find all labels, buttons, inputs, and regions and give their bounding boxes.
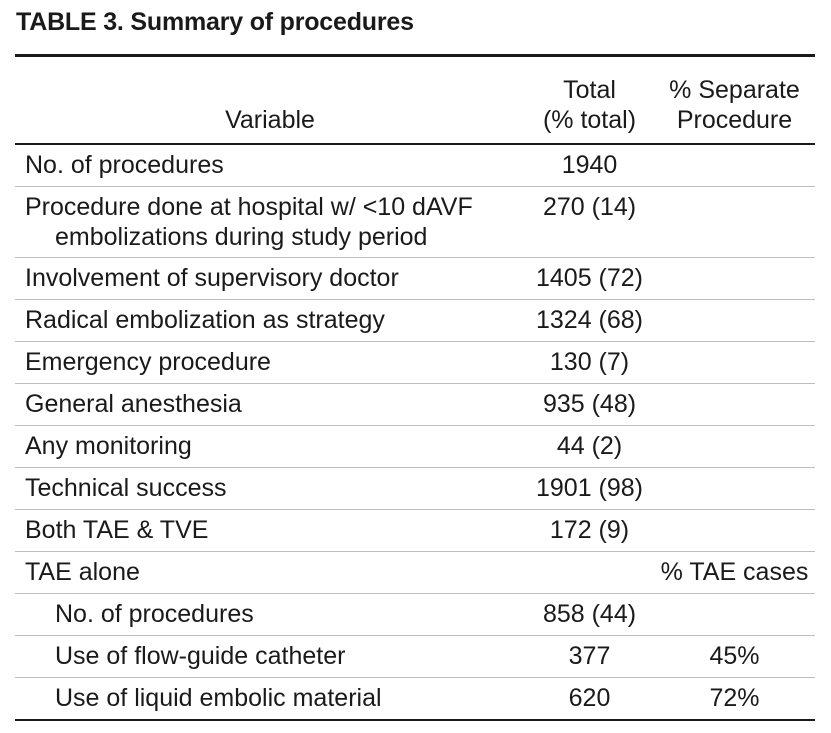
row-variable: Use of flow-guide catheter [15,635,525,678]
row-total: 270 (14) [525,186,654,258]
row-total: 935 (48) [525,383,654,426]
row-separate: 72% [654,677,815,721]
header-total-line2: (% total) [542,106,637,134]
header-total-line1: Total [563,76,616,104]
row-variable: Radical embolization as strategy [15,299,525,342]
row-variable: No. of procedures [15,144,525,187]
table-row: No. of procedures 1940 [15,144,815,187]
row-separate: 45% [654,635,815,678]
header-variable: Variable [15,54,525,145]
table-header-row: Variable Total (% total) % Separate Proc… [15,54,815,145]
row-variable-line1: Procedure done at hospital w/ <10 dAVF [25,193,473,221]
header-separate: % Separate Procedure [654,54,815,145]
row-separate [654,257,815,300]
table-title: TABLE 3. Summary of procedures [16,8,414,36]
row-total: 858 (44) [525,593,654,636]
row-total: 1405 (72) [525,257,654,300]
table-row: Procedure done at hospital w/ <10 dAVF e… [15,186,815,258]
row-separate [654,467,815,510]
table-row: General anesthesia 935 (48) [15,383,815,426]
table-row: Involvement of supervisory doctor 1405 (… [15,257,815,300]
row-variable: Any monitoring [15,425,525,468]
row-total: 44 (2) [525,425,654,468]
header-total: Total (% total) [525,54,654,145]
row-total: 1324 (68) [525,299,654,342]
row-separate: % TAE cases [654,551,815,594]
row-variable: Procedure done at hospital w/ <10 dAVF e… [15,186,525,258]
header-separate-line2: Procedure [676,106,793,134]
row-separate [654,341,815,384]
row-total: 377 [525,635,654,678]
row-total: 1901 (98) [525,467,654,510]
row-variable: Both TAE & TVE [15,509,525,552]
table-row: Both TAE & TVE 172 (9) [15,509,815,552]
table-row: Any monitoring 44 (2) [15,425,815,468]
table-row: TAE alone % TAE cases [15,551,815,594]
header-separate-line1: % Separate [669,76,800,104]
row-total: 1940 [525,144,654,187]
summary-table: Variable Total (% total) % Separate Proc… [15,54,815,721]
table-row: Technical success 1901 (98) [15,467,815,510]
table-row: Use of liquid embolic material 620 72% [15,677,815,721]
row-variable: Involvement of supervisory doctor [15,257,525,300]
table-row: No. of procedures 858 (44) [15,593,815,636]
row-variable: Emergency procedure [15,341,525,384]
row-variable: Technical success [15,467,525,510]
row-separate [654,383,815,426]
row-separate [654,425,815,468]
row-variable-line2: embolizations during study period [55,223,428,251]
row-total: 172 (9) [525,509,654,552]
row-separate [654,299,815,342]
row-variable: General anesthesia [15,383,525,426]
row-variable: TAE alone [15,551,525,594]
header-variable-label: Variable [225,106,315,134]
row-total: 620 [525,677,654,721]
row-variable: Use of liquid embolic material [15,677,525,721]
row-separate [654,144,815,187]
table-row: Emergency procedure 130 (7) [15,341,815,384]
row-separate [654,186,815,258]
row-separate [654,593,815,636]
row-variable: No. of procedures [15,593,525,636]
table-row: Use of flow-guide catheter 377 45% [15,635,815,678]
row-total: 130 (7) [525,341,654,384]
row-separate [654,509,815,552]
row-total [525,551,654,594]
table-row: Radical embolization as strategy 1324 (6… [15,299,815,342]
